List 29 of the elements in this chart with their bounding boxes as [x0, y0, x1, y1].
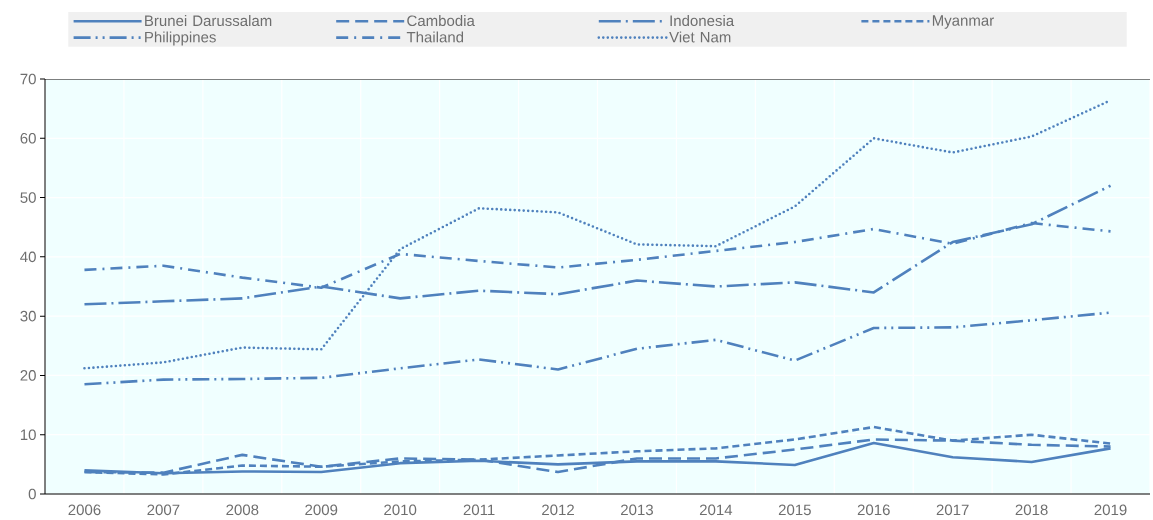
y-tick-label: 70	[20, 73, 36, 85]
x-tick-label: 2017	[936, 504, 969, 516]
x-tick-label: 2008	[226, 504, 259, 516]
x-tick-label: 2007	[147, 504, 180, 516]
legend-label: Viet Nam	[669, 31, 731, 43]
x-tick-label: 2016	[857, 504, 890, 516]
legend-label: Philippines	[145, 31, 216, 46]
x-tick-label: 2018	[1015, 504, 1048, 516]
x-tick-label: 2010	[384, 504, 417, 516]
y-tick-label: 20	[20, 370, 36, 381]
y-tick-label: 0	[28, 488, 36, 500]
legend-label: Brunei Darussalam	[145, 15, 272, 27]
y-tick-label: 30	[20, 310, 36, 322]
y-tick-label: 40	[20, 251, 36, 263]
x-tick-label: 2012	[542, 504, 574, 516]
x-tick-label: 2009	[305, 504, 338, 516]
legend-label: Indonesia	[670, 15, 735, 27]
legend-label: Myanmar	[932, 15, 994, 29]
x-tick-label: 2015	[778, 504, 811, 516]
legend-label: Cambodia	[407, 15, 475, 27]
x-tick-label: 2014	[699, 504, 733, 516]
x-tick-label: 2006	[68, 504, 101, 516]
x-tick-label: 2011	[463, 504, 495, 516]
y-tick-label: 10	[20, 429, 36, 441]
y-tick-label: 60	[20, 132, 36, 144]
y-tick-label: 50	[20, 192, 36, 203]
x-tick-label: 2019	[1094, 504, 1127, 516]
x-tick-label: 2013	[621, 504, 653, 516]
legend-label: Thailand	[406, 31, 464, 43]
